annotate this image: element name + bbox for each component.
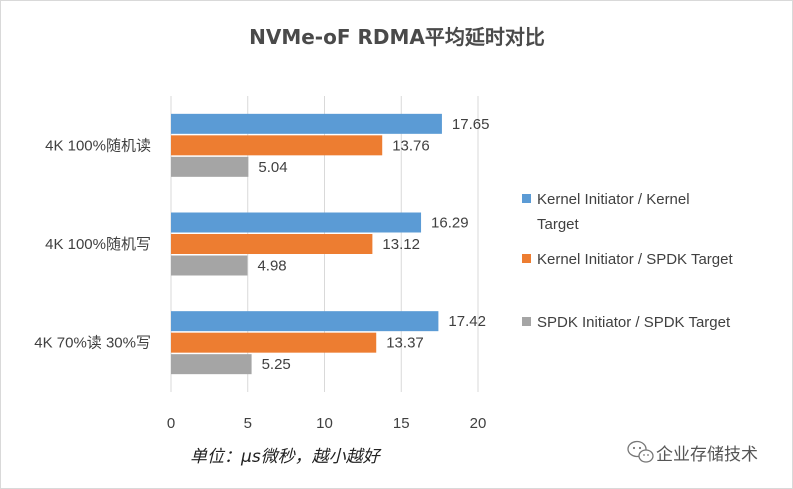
x-tick-label: 5	[244, 415, 252, 432]
bar	[171, 311, 439, 332]
bars	[171, 113, 442, 375]
data-label: 17.42	[448, 313, 486, 330]
bar	[171, 156, 249, 177]
legend-label: SPDK Initiator / SPDK Target	[537, 314, 731, 331]
category-label: 4K 70%读 30%写	[34, 335, 151, 352]
legend: Kernel Initiator / Kernel Target Kernel In…	[522, 191, 733, 331]
x-tick-label: 0	[167, 415, 175, 432]
x-tick-label: 20	[470, 415, 487, 432]
bar	[171, 332, 377, 353]
x-tick-label: 15	[393, 415, 410, 432]
watermark: 企业存储技术	[627, 440, 758, 465]
bar	[171, 354, 252, 375]
legend-label: Target	[537, 216, 580, 233]
legend-swatch	[522, 317, 531, 326]
labels: 0 5 10 15 20 4K 100%随机读 17.65 13.76 5.04 4K 100%随…	[34, 116, 489, 432]
unit-note: 单位：μs微秒，越小越好	[190, 447, 382, 467]
bar	[171, 113, 442, 134]
data-label: 5.25	[262, 356, 291, 373]
data-label: 5.04	[258, 159, 287, 176]
wechat-icon	[627, 440, 654, 463]
bar	[171, 255, 248, 276]
data-label: 13.76	[392, 137, 430, 154]
category-label: 4K 100%随机读	[45, 137, 151, 154]
chart-title: NVMe-oF RDMA平均延时对比	[249, 25, 545, 49]
legend-label: Kernel Initiator / SPDK Target	[537, 251, 733, 268]
category-label: 4K 100%随机写	[45, 236, 151, 253]
watermark-text: 企业存储技术	[656, 445, 758, 465]
x-tick-label: 10	[316, 415, 333, 432]
data-label: 16.29	[431, 215, 469, 232]
data-label: 17.65	[452, 116, 490, 133]
bar	[171, 212, 422, 233]
legend-swatch	[522, 254, 531, 263]
data-label: 13.12	[382, 236, 420, 253]
bar	[171, 135, 383, 156]
legend-swatch	[522, 194, 531, 203]
data-label: 13.37	[386, 335, 424, 352]
data-label: 4.98	[257, 258, 286, 275]
bar	[171, 234, 373, 254]
legend-label: Kernel Initiator / Kernel	[537, 191, 690, 208]
